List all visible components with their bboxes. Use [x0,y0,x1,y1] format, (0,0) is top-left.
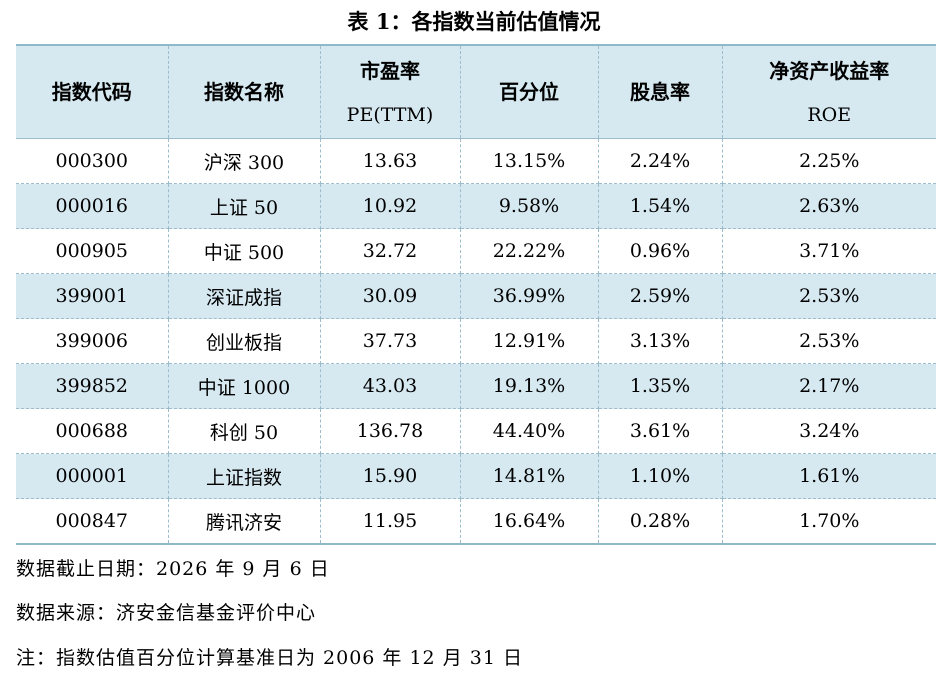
cell-index-name: 深证成指 [168,273,321,319]
cell-index-code: 399852 [16,363,169,409]
cell-dividend-yield: 0.96% [598,228,723,274]
cell-percentile: 44.40% [460,408,599,454]
remark-note: 注：指数估值百分位计算基准日为 2006 年 12 月 31 日 [16,647,523,669]
cell-index-name: 上证指数 [168,453,321,499]
cell-index-name: 科创 50 [168,408,321,454]
cell-percentile: 14.81% [460,453,599,499]
cell-pe: 136.78 [320,408,461,454]
header-label: 百分位 [499,80,559,104]
cell-percentile: 13.15% [460,138,599,184]
header-label: 指数名称 [204,80,284,104]
header-index-name: 指数名称 [168,45,321,139]
cell-dividend-yield: 1.35% [598,363,723,409]
table-row: 399852 中证 1000 43.03 19.13% 1.35% 2.17% [16,363,936,409]
cell-roe: 2.53% [722,273,936,319]
cell-percentile: 19.13% [460,363,599,409]
cell-pe: 11.95 [320,498,461,544]
cell-index-name: 中证 1000 [168,363,321,409]
cell-roe: 3.71% [722,228,936,274]
cell-dividend-yield: 0.28% [598,498,723,544]
table-row: 399006 创业板指 37.73 12.91% 3.13% 2.53% [16,318,936,364]
cell-dividend-yield: 2.24% [598,138,723,184]
valuation-table: 指数代码 指数名称 市盈率 PE(TTM) 百分位 股息率 净资产收益率 ROE 0… [16,44,936,545]
cell-roe: 2.17% [722,363,936,409]
table-row: 000300 沪深 300 13.63 13.15% 2.24% 2.25% [16,138,936,184]
data-date-note: 数据截止日期：2026 年 9 月 6 日 [16,558,330,580]
cell-percentile: 9.58% [460,183,599,229]
cell-index-name: 创业板指 [168,318,321,364]
header-percentile: 百分位 [460,45,599,139]
header-sublabel: ROE [807,104,852,126]
table-title: 表 1：各指数当前估值情况 [347,9,601,34]
cell-index-name: 沪深 300 [168,138,321,184]
table-row: 000001 上证指数 15.90 14.81% 1.10% 1.61% [16,453,936,499]
cell-index-code: 000847 [16,498,169,544]
cell-index-code: 000688 [16,408,169,454]
cell-index-code: 000905 [16,228,169,274]
cell-dividend-yield: 2.59% [598,273,723,319]
cell-index-name: 上证 50 [168,183,321,229]
cell-pe: 37.73 [320,318,461,364]
cell-roe: 2.63% [722,183,936,229]
cell-percentile: 36.99% [460,273,599,319]
cell-index-code: 000300 [16,138,169,184]
cell-roe: 1.61% [722,453,936,499]
cell-percentile: 16.64% [460,498,599,544]
cell-index-code: 000016 [16,183,169,229]
cell-roe: 2.25% [722,138,936,184]
header-pe: 市盈率 PE(TTM) [320,45,461,139]
table-row: 399001 深证成指 30.09 36.99% 2.59% 2.53% [16,273,936,319]
header-sublabel: PE(TTM) [346,104,434,126]
table-row: 000016 上证 50 10.92 9.58% 1.54% 2.63% [16,183,936,229]
cell-pe: 10.92 [320,183,461,229]
header-label: 市盈率 [360,59,420,83]
header-dividend-yield: 股息率 [598,45,723,139]
table-row: 000688 科创 50 136.78 44.40% 3.61% 3.24% [16,408,936,454]
header-index-code: 指数代码 [16,45,169,139]
cell-pe: 43.03 [320,363,461,409]
header-roe: 净资产收益率 ROE [722,45,936,139]
cell-dividend-yield: 3.61% [598,408,723,454]
cell-percentile: 12.91% [460,318,599,364]
cell-dividend-yield: 3.13% [598,318,723,364]
cell-index-name: 腾讯济安 [168,498,321,544]
cell-dividend-yield: 1.10% [598,453,723,499]
table-header-row: 指数代码 指数名称 市盈率 PE(TTM) 百分位 股息率 净资产收益率 ROE [16,45,936,139]
cell-pe: 32.72 [320,228,461,274]
cell-dividend-yield: 1.54% [598,183,723,229]
header-label: 股息率 [630,80,690,104]
cell-roe: 2.53% [722,318,936,364]
cell-pe: 13.63 [320,138,461,184]
header-label: 指数代码 [51,80,132,104]
cell-roe: 1.70% [799,510,860,532]
table-row: 000847 腾讯济安 11.95 16.64% 0.28% 1.70% [16,498,936,544]
cell-percentile: 22.22% [460,228,599,274]
cell-index-code: 399006 [16,318,169,364]
cell-pe: 30.09 [320,273,461,319]
cell-index-code: 000001 [16,453,169,499]
data-source-note: 数据来源：济安金信基金评价中心 [16,602,317,624]
table-row: 000905 中证 500 32.72 22.22% 0.96% 3.71% [16,228,936,274]
cell-index-code: 399001 [16,273,169,319]
cell-roe: 3.24% [722,408,936,454]
cell-index-name: 中证 500 [168,228,321,274]
cell-pe: 15.90 [320,453,461,499]
header-label: 净资产收益率 [769,59,890,83]
